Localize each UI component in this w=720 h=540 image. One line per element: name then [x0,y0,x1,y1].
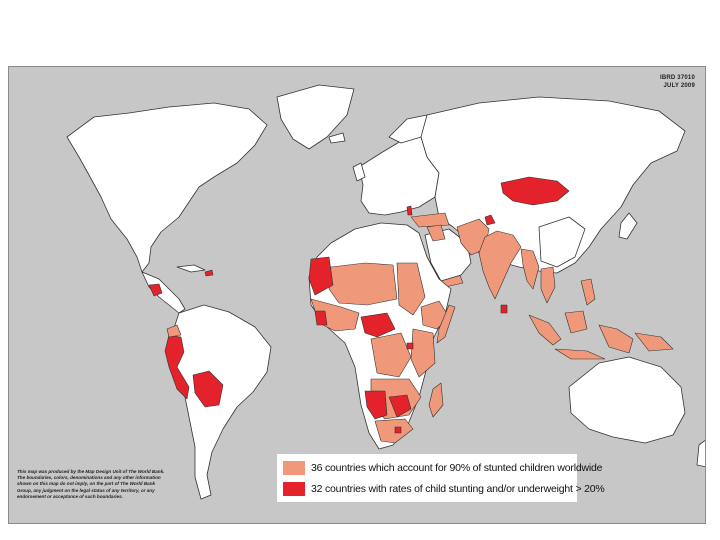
country-philippines [580,278,596,306]
country-indonesia-sumatra [528,314,562,346]
country-haiti [204,269,214,277]
map-disclaimer: This map was produced by the Map Design … [17,469,165,499]
country-ecuador [166,324,182,338]
country-indonesia-borneo [564,310,588,334]
country-lesotho [394,426,402,434]
north-america [66,102,268,273]
country-papua [634,332,674,352]
country-somalia [436,304,456,344]
legend-item-stunted: 36 countries which account for 90% of st… [283,460,602,476]
legend-swatch-high-rates [283,482,305,496]
country-sudan [396,262,426,316]
country-botswana-zimbabwe [388,394,412,418]
legend-label-stunted: 36 countries which account for 90% of st… [311,462,603,474]
japan [618,212,638,240]
country-bolivia [192,370,224,408]
map-id-date: JULY 2009 [663,83,695,89]
country-indonesia-java [554,348,606,360]
country-albania [406,205,413,216]
country-burundi [406,342,414,350]
map-identifier: IBRD 37010 JULY 2009 [660,74,695,90]
country-south-africa [374,418,414,444]
country-cameroon-car [360,312,396,338]
country-bangladesh-myanmar [520,248,540,290]
country-east-africa [410,328,436,378]
greenland [276,84,355,150]
south-america [170,304,272,500]
australia [568,356,686,444]
country-drc [370,332,412,378]
world-map: IBRD 37010 JULY 2009 This map was produc… [8,66,706,524]
country-mali-niger-chad [328,262,398,306]
country-vietnam-cambodia [540,266,556,304]
country-iraq [426,224,446,242]
country-mongolia [500,176,570,206]
iceland [328,132,346,144]
legend-swatch-stunted [283,461,305,475]
country-nepal [484,214,496,226]
china-east [538,216,586,268]
legend-item-high-rates: 32 countries with rates of child stuntin… [283,481,605,497]
caribbean [176,264,206,273]
country-sri-lanka [500,304,508,314]
country-guatemala [148,283,163,297]
new-zealand [696,440,705,468]
legend-label-high-rates: 32 countries with rates of child stuntin… [311,483,605,495]
country-madagascar [428,382,444,418]
map-id-code: IBRD 37010 [659,75,695,81]
uk [352,162,366,182]
arabia [424,228,472,282]
central-america [141,271,186,314]
country-peru [164,334,190,400]
country-india [478,230,522,300]
country-indonesia-east [598,324,634,354]
country-guinea-liberia [314,310,328,326]
country-turkey [410,212,450,228]
country-angola-namibia [364,390,388,420]
map-legend: 36 countries which account for 90% of st… [277,454,605,502]
country-mauritania [308,256,334,296]
map-canvas [66,84,705,500]
